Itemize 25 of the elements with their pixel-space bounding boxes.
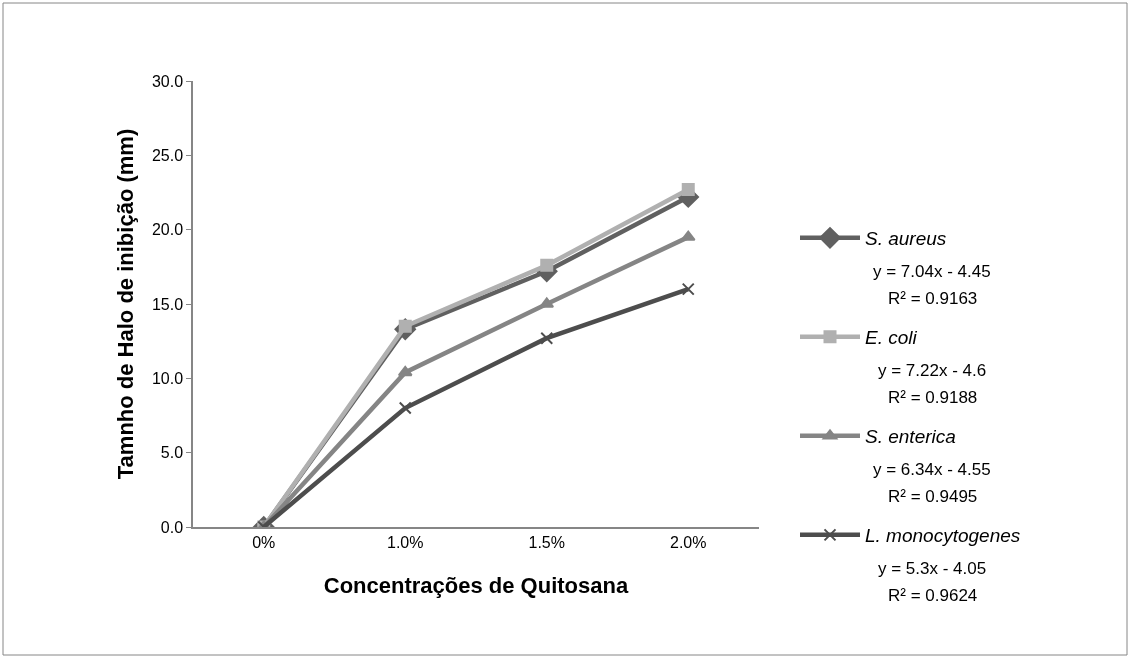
- y-tick-label: 10.0: [151, 369, 184, 387]
- text: R² = 0.9163: [888, 289, 978, 308]
- y-tick-label: 5.0: [160, 444, 184, 462]
- y-tick-label: 0.0: [160, 518, 184, 536]
- x-tick-label: 1.0%: [387, 533, 424, 551]
- y-tick-label: 20.0: [151, 221, 184, 239]
- legend-label: S. aureus: [865, 228, 947, 250]
- y-tick-label: 30.0: [151, 72, 184, 90]
- y-tick-label: 25.0: [151, 146, 184, 164]
- text: R² = 0.9624: [888, 586, 978, 605]
- x-tick-label: 2.0%: [670, 533, 707, 551]
- text: R² = 0.9495: [888, 487, 978, 506]
- x-axis-title: Concentrações de Quitosana: [323, 573, 629, 599]
- text: y = 5.3x - 4.05: [878, 559, 987, 578]
- y-axis-title: Tamnho de Halo de inibição (mm): [113, 128, 139, 480]
- text: y = 7.04x - 4.45: [873, 262, 991, 281]
- text: y = 7.22x - 4.6: [878, 361, 987, 380]
- text: R² = 0.9188: [888, 388, 978, 407]
- x-tick-label: 1.5%: [528, 533, 565, 551]
- text: y = 6.34x - 4.55: [873, 460, 991, 479]
- legend-label: L. monocytogenes: [865, 525, 1021, 547]
- x-tick-label: 0%: [252, 533, 276, 551]
- y-tick-label: 15.0: [151, 295, 184, 313]
- legend-label: E. coli: [865, 327, 918, 349]
- legend-label: S. enterica: [865, 426, 956, 448]
